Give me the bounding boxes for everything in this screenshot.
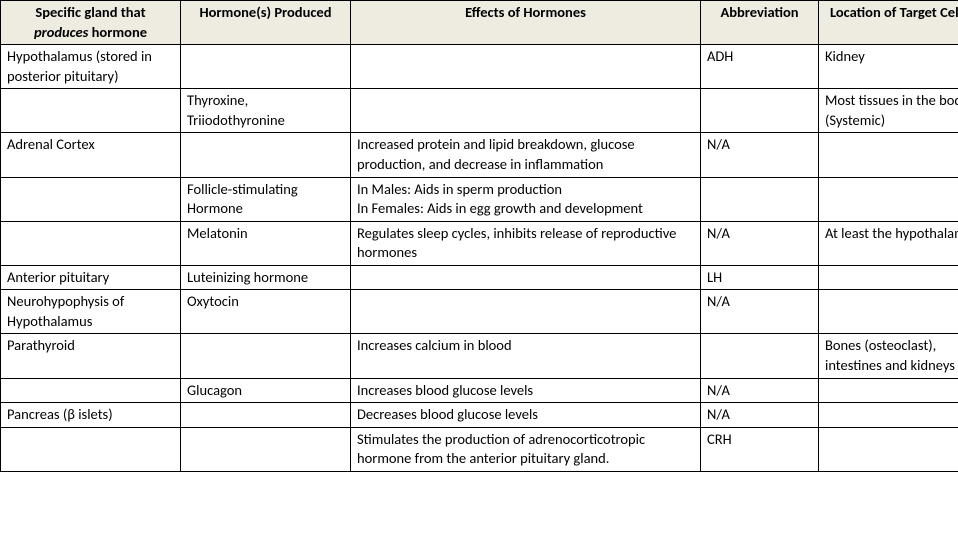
cell-hormone: Melatonin: [181, 221, 351, 265]
cell-abbrev: N/A: [701, 133, 819, 177]
cell-effects: Regulates sleep cycles, inhibits release…: [351, 221, 701, 265]
cell-effects: [351, 89, 701, 133]
cell-abbrev: [701, 334, 819, 378]
col-header-effects: Effects of Hormones: [351, 1, 701, 45]
cell-gland: [1, 378, 181, 403]
cell-abbrev: [701, 177, 819, 221]
cell-target: [819, 403, 958, 428]
table-row: Neurohypophysis of HypothalamusOxytocin N…: [1, 290, 958, 334]
table-row: MelatoninRegulates sleep cycles, inhibit…: [1, 221, 958, 265]
table-header-row: Specific gland that produces hormone Hor…: [1, 1, 958, 45]
cell-effects: Increases calcium in blood: [351, 334, 701, 378]
cell-effects: [351, 265, 701, 290]
cell-hormone: [181, 133, 351, 177]
table-row: Hypothalamus (stored in posterior pituit…: [1, 45, 958, 89]
cell-gland: Parathyroid: [1, 334, 181, 378]
cell-target: [819, 290, 958, 334]
cell-abbrev: N/A: [701, 290, 819, 334]
cell-target: Bones (osteoclast), intestines and kidne…: [819, 334, 958, 378]
cell-abbrev: [701, 89, 819, 133]
hormone-table: Specific gland that produces hormone Hor…: [0, 0, 958, 472]
cell-target: [819, 378, 958, 403]
cell-hormone: Luteinizing hormone: [181, 265, 351, 290]
cell-hormone: [181, 427, 351, 471]
table-row: Thyroxine, Triiodothyronine Most tissues …: [1, 89, 958, 133]
cell-abbrev: N/A: [701, 403, 819, 428]
table-row: Anterior pituitaryLuteinizing hormone LH: [1, 265, 958, 290]
cell-abbrev: N/A: [701, 221, 819, 265]
col-header-gland: Specific gland that produces hormone: [1, 1, 181, 45]
cell-hormone: Follicle-stimulating Hormone: [181, 177, 351, 221]
cell-gland: [1, 427, 181, 471]
table-row: Adrenal Cortex Increased protein and lipi…: [1, 133, 958, 177]
cell-gland: Neurohypophysis of Hypothalamus: [1, 290, 181, 334]
cell-hormone: Thyroxine, Triiodothyronine: [181, 89, 351, 133]
table-row: Stimulates the production of adrenocorti…: [1, 427, 958, 471]
cell-abbrev: CRH: [701, 427, 819, 471]
cell-hormone: [181, 403, 351, 428]
table-row: Follicle-stimulating HormoneIn Males: Ai…: [1, 177, 958, 221]
cell-abbrev: N/A: [701, 378, 819, 403]
cell-hormone: [181, 45, 351, 89]
cell-gland: [1, 89, 181, 133]
cell-abbrev: LH: [701, 265, 819, 290]
cell-hormone: [181, 334, 351, 378]
cell-gland: [1, 177, 181, 221]
table-row: GlucagonIncreases blood glucose levelsN/…: [1, 378, 958, 403]
col-header-abbrev: Abbreviation: [701, 1, 819, 45]
cell-hormone: Oxytocin: [181, 290, 351, 334]
cell-effects: Stimulates the production of adrenocorti…: [351, 427, 701, 471]
cell-gland: Adrenal Cortex: [1, 133, 181, 177]
cell-effects: Increased protein and lipid breakdown, g…: [351, 133, 701, 177]
cell-abbrev: ADH: [701, 45, 819, 89]
cell-target: [819, 427, 958, 471]
cell-gland: Anterior pituitary: [1, 265, 181, 290]
cell-target: At least the hypothalamus: [819, 221, 958, 265]
cell-hormone: Glucagon: [181, 378, 351, 403]
col-header-hormone: Hormone(s) Produced: [181, 1, 351, 45]
table-row: Pancreas (β islets) Decreases blood gluco…: [1, 403, 958, 428]
cell-effects: [351, 290, 701, 334]
cell-effects: Increases blood glucose levels: [351, 378, 701, 403]
cell-target: [819, 265, 958, 290]
cell-effects: [351, 45, 701, 89]
col-header-target: Location of Target Cell(s): [819, 1, 958, 45]
cell-gland: [1, 221, 181, 265]
table-body: Hypothalamus (stored in posterior pituit…: [1, 45, 958, 472]
cell-target: Kidney: [819, 45, 958, 89]
cell-target: [819, 177, 958, 221]
cell-target: Most tissues in the body (Systemic): [819, 89, 958, 133]
cell-effects: In Males: Aids in sperm productionIn Fem…: [351, 177, 701, 221]
cell-gland: Pancreas (β islets): [1, 403, 181, 428]
table-row: Parathyroid Increases calcium in blood Bon…: [1, 334, 958, 378]
header-gland-text: Specific gland that produces hormone: [34, 3, 147, 41]
cell-effects: Decreases blood glucose levels: [351, 403, 701, 428]
cell-target: [819, 133, 958, 177]
cell-gland: Hypothalamus (stored in posterior pituit…: [1, 45, 181, 89]
